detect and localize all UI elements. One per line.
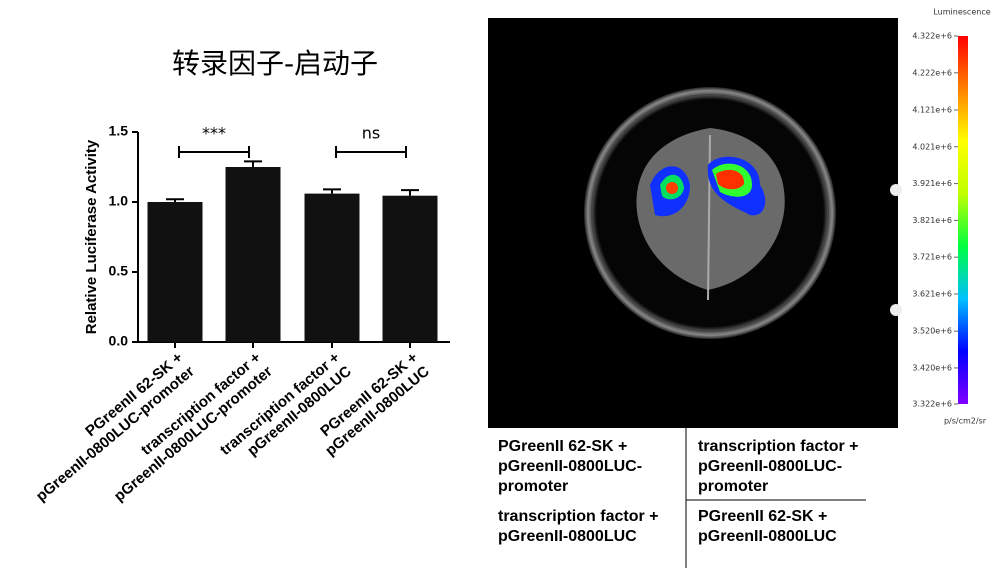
bar [225, 167, 281, 342]
colorbar-tick-label: 3.921e+6 [912, 179, 952, 188]
image-label: promoter [698, 478, 768, 495]
colorbar-tick-label: 3.520e+6 [912, 327, 952, 336]
colorbar-unit: p/s/cm2/sr [944, 417, 987, 426]
significance-bracket [178, 146, 250, 158]
error-bar [244, 160, 262, 167]
bar [382, 195, 438, 342]
y-tick-label: 1.5 [109, 123, 129, 139]
luminescence-image [488, 18, 902, 428]
colorbar-tick-label: 3.621e+6 [912, 289, 952, 298]
y-tick-label: 0.0 [109, 333, 129, 349]
colorbar [958, 36, 968, 404]
significance-label: *** [202, 124, 226, 143]
image-label: transcription factor + [498, 508, 658, 525]
colorbar-title: Luminescence [933, 8, 990, 17]
error-bar [323, 188, 341, 194]
chart-title: 转录因子-启动子 [172, 47, 378, 80]
colorbar-tick-label: 3.420e+6 [912, 363, 952, 372]
image-label: pGreenII-0800LUC- [498, 458, 642, 475]
image-label: transcription factor + [698, 438, 858, 455]
bar [304, 193, 360, 342]
error-bar [401, 189, 419, 196]
colorbar-tick-label: 4.322e+6 [912, 32, 952, 41]
image-label: pGreenII-0800LUC [698, 528, 837, 545]
image-label: PGreenII 62-SK + [498, 438, 627, 455]
colorbar-tick-label: 3.821e+6 [912, 216, 952, 225]
image-label: PGreenII 62-SK + [698, 508, 827, 525]
y-axis-label: Relative Luciferase Activity [83, 139, 100, 334]
significance-bracket [335, 146, 407, 158]
error-bar [166, 198, 184, 202]
image-label: pGreenII-0800LUC [498, 528, 637, 545]
image-label: promoter [498, 478, 568, 495]
colorbar-tick-label: 4.222e+6 [912, 68, 952, 77]
colorbar-tick-label: 3.721e+6 [912, 253, 952, 262]
image-label: pGreenII-0800LUC- [698, 458, 842, 475]
y-tick-label: 1.0 [109, 193, 129, 209]
colorbar-tick-label: 3.322e+6 [912, 400, 952, 409]
y-tick-label: 0.5 [109, 263, 129, 279]
colorbar-tick-label: 4.121e+6 [912, 105, 952, 114]
colorbar-tick-label: 4.021e+6 [912, 142, 952, 151]
significance-label: ns [362, 124, 380, 143]
bar [147, 202, 203, 342]
